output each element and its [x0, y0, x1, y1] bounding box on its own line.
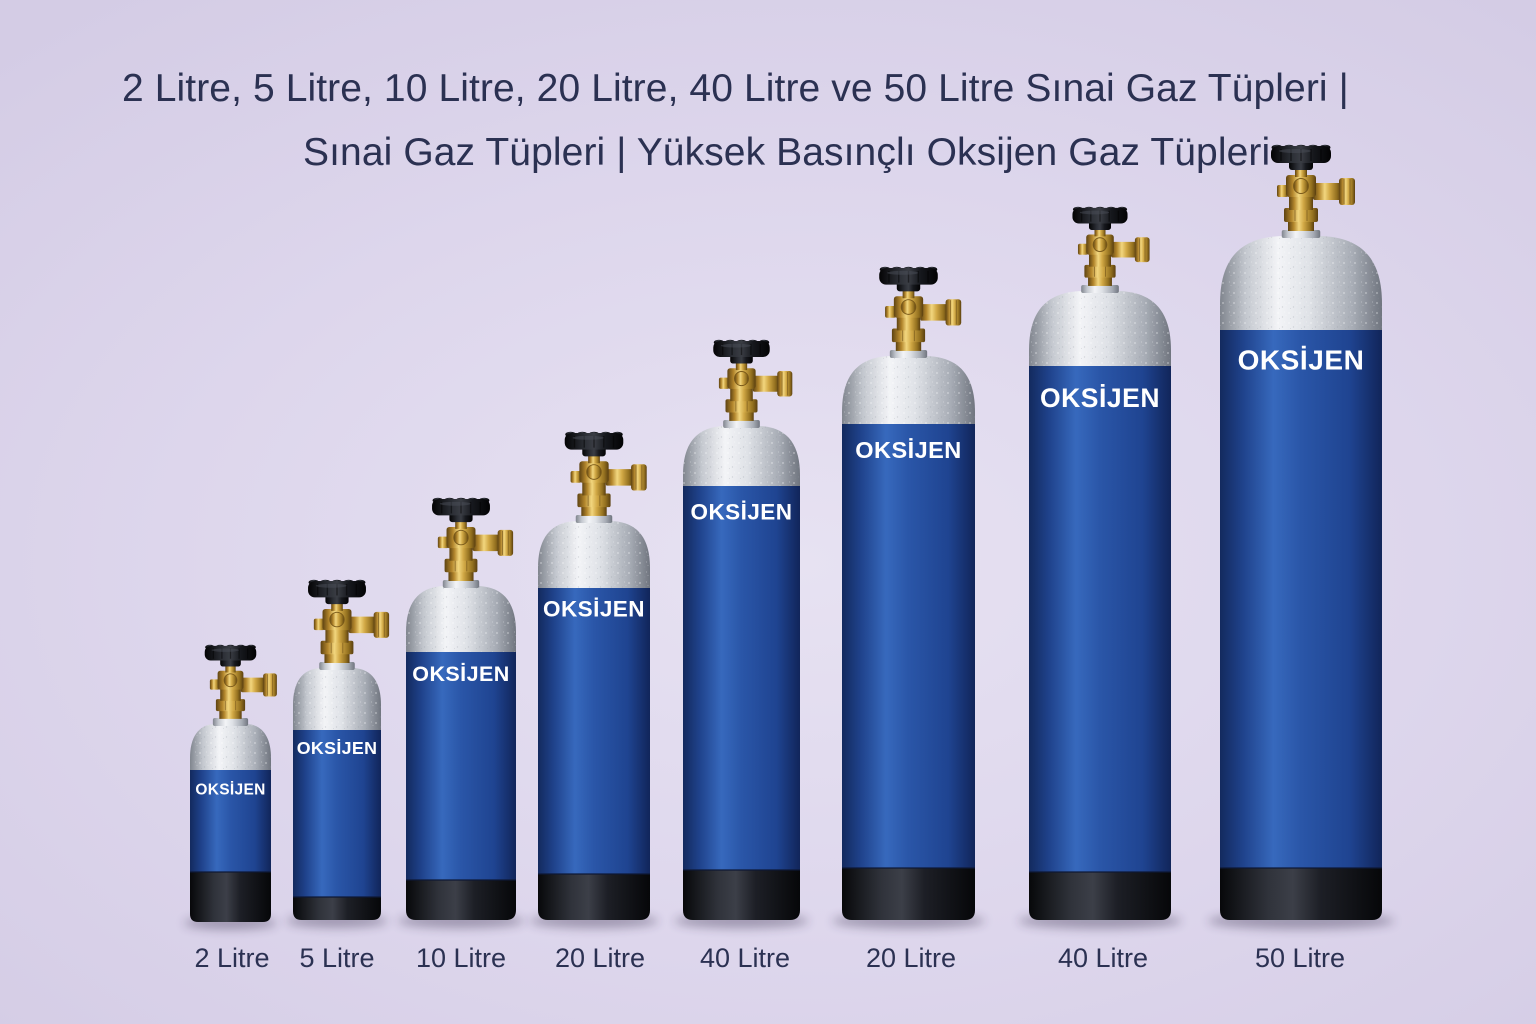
- cylinder-brand-label: OKSİJEN: [543, 597, 645, 622]
- cylinder-shoulder-texture: [406, 586, 516, 652]
- valve-handwheel-icon: [308, 579, 366, 605]
- cylinder-neck-ring: [575, 515, 613, 523]
- cylinder-shoulder-texture: [190, 724, 271, 770]
- cylinder-base: [190, 872, 271, 922]
- cylinder-base: [1220, 868, 1382, 920]
- cylinder-neck-ring: [212, 718, 249, 726]
- cylinder-body: [683, 485, 800, 871]
- gas-cylinder-5-litre: OKSİJEN: [286, 579, 390, 928]
- gas-cylinder-10-litre: OKSİJEN: [397, 497, 525, 929]
- valve-handwheel-icon: [204, 644, 257, 667]
- cylinder-valve: [308, 579, 390, 663]
- gas-cylinder-2-litre: OKSİJEN: [183, 644, 278, 930]
- gas-cylinder-20-litre: OKSİJEN: [832, 266, 985, 929]
- cylinder-brand-label: OKSİJEN: [691, 500, 793, 525]
- cylinder-base: [406, 880, 516, 920]
- cylinder-base-seam: [538, 873, 650, 875]
- cylinder-brand-label: OKSİJEN: [195, 782, 265, 799]
- cylinder-brand-label: OKSİJEN: [855, 437, 961, 463]
- cylinder-shoulder-texture: [842, 356, 975, 424]
- cylinder-valve: [1271, 144, 1355, 231]
- cylinders-layer: OKSİJEN OKSİJEN OKSİJEN OKSİJEN OKSİJEN OKSİJ…: [183, 144, 1395, 930]
- valve-handwheel-icon: [879, 266, 938, 292]
- gas-cylinder-40-litre: OKSİJEN: [674, 339, 809, 929]
- cylinder-base-seam: [842, 867, 975, 869]
- cylinder-shoulder-texture: [1220, 236, 1382, 330]
- cylinder-base-seam: [1220, 867, 1382, 869]
- cylinder-base: [842, 868, 975, 920]
- cylinder-valve: [713, 339, 793, 421]
- cylinder-valve: [432, 497, 514, 581]
- cylinder-base-seam: [293, 896, 381, 898]
- gas-cylinder-50-litre: OKSİJEN: [1207, 144, 1395, 930]
- valve-handwheel-icon: [564, 431, 624, 457]
- cylinder-neck-ring: [319, 662, 355, 670]
- cylinder-shoulder-texture: [683, 426, 800, 486]
- cylinder-base-seam: [406, 879, 516, 881]
- cylinder-shoulder-texture: [1029, 291, 1171, 366]
- cylinder-valve: [879, 266, 962, 351]
- cylinder-valve: [1072, 206, 1150, 286]
- cylinder-brand-label: OKSİJEN: [297, 738, 378, 758]
- cylinder-body: [1029, 365, 1171, 873]
- page-title: 2 Litre, 5 Litre, 10 Litre, 20 Litre, 40…: [122, 67, 1349, 110]
- cylinder-body: [406, 651, 516, 881]
- gas-cylinder-20-litre: OKSİJEN: [529, 431, 659, 929]
- cylinder-base: [293, 897, 381, 920]
- valve-handwheel-icon: [432, 497, 490, 523]
- cylinder-base: [1029, 872, 1171, 920]
- cylinder-body: [293, 729, 381, 898]
- cylinder-base-seam: [190, 871, 271, 873]
- cylinder-body: [538, 587, 650, 875]
- cylinder-neck-ring: [1081, 285, 1119, 293]
- page-subtitle: Sınai Gaz Tüpleri | Yüksek Basınçlı Oksi…: [303, 131, 1271, 174]
- cylinder-valve: [564, 431, 647, 516]
- cylinder-body: [1220, 329, 1382, 869]
- cylinder-brand-label: OKSİJEN: [412, 662, 509, 686]
- cylinder-shoulder-texture: [538, 521, 650, 588]
- cylinder-brand-label: OKSİJEN: [1040, 383, 1160, 413]
- cylinder-base: [538, 874, 650, 920]
- cylinder-base-seam: [1029, 871, 1171, 873]
- valve-handwheel-icon: [1072, 206, 1128, 230]
- cylinder-brand-label: OKSİJEN: [1238, 345, 1365, 376]
- cylinder-neck-ring: [442, 580, 480, 588]
- cylinder-neck-ring: [889, 350, 928, 358]
- cylinder-body: [842, 423, 975, 869]
- cylinder-neck-ring: [1281, 230, 1321, 238]
- gas-cylinder-40-litre: OKSİJEN: [1018, 206, 1182, 929]
- valve-handwheel-icon: [713, 339, 770, 364]
- cylinder-base-seam: [683, 869, 800, 871]
- cylinder-base: [683, 870, 800, 920]
- cylinder-neck-ring: [723, 420, 760, 428]
- cylinder-body: [190, 769, 271, 873]
- valve-handwheel-icon: [1271, 144, 1331, 170]
- cylinder-shoulder-texture: [293, 668, 381, 730]
- cylinder-valve: [204, 644, 277, 719]
